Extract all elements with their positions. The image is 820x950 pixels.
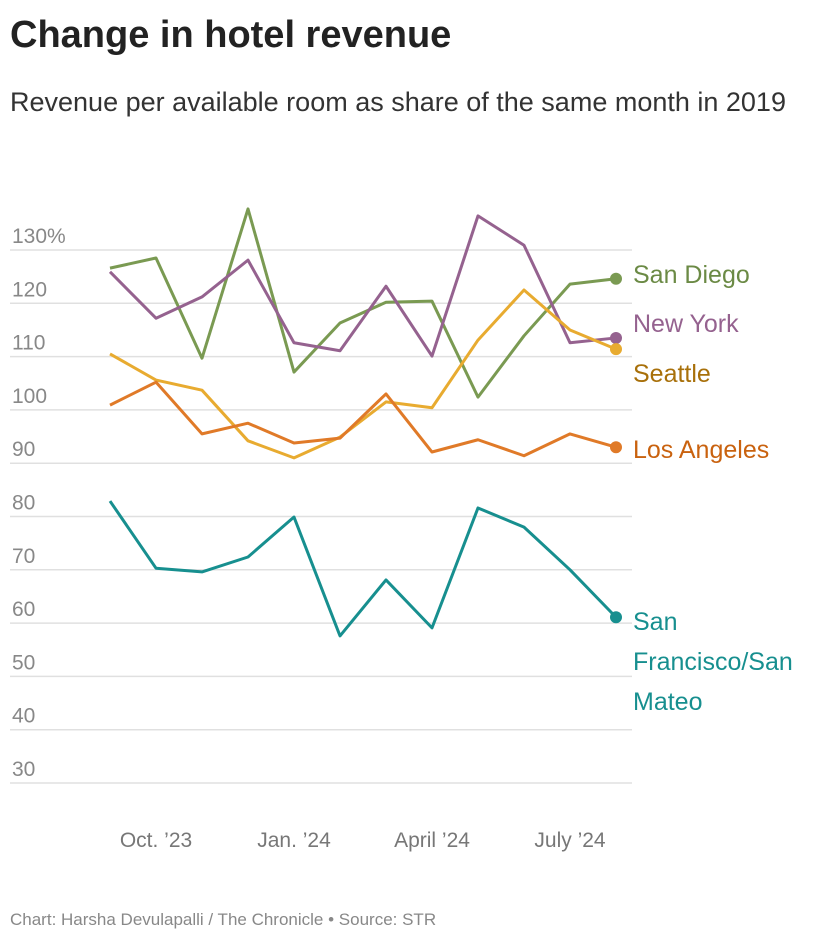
line-chart: 130% 120 110 100 90 80 70 60 50 40 30 Oct. ’23 Jan. …: [10, 207, 793, 852]
chart-subtitle: Revenue per available room as share of t…: [10, 87, 786, 117]
series-label: Los Angeles: [633, 436, 769, 464]
y-tick-label: 70: [12, 545, 35, 568]
y-tick-label: 120: [12, 278, 47, 301]
series-end-dot: [610, 272, 622, 285]
x-tick-label: Jan. ’24: [257, 829, 331, 852]
y-tick-label: 40: [12, 705, 35, 728]
y-tick-label: 100: [12, 385, 47, 408]
series-label: San: [633, 608, 677, 636]
series-end-dot: [610, 441, 622, 454]
series-label: San Diego: [633, 261, 750, 289]
series-end-dot: [610, 331, 622, 344]
y-tick-label: 60: [12, 598, 35, 621]
series-line: [109, 207, 617, 399]
y-tick-label: 80: [12, 492, 35, 515]
series-label: Francisco/San: [633, 648, 793, 676]
series-label: Mateo: [633, 688, 702, 716]
x-tick-label: April ’24: [394, 829, 470, 852]
y-tick-label: 30: [12, 758, 35, 781]
series-line: [108, 214, 617, 358]
series-label: Seattle: [633, 360, 711, 388]
series-end-dot: [610, 611, 622, 624]
y-tick-label: 130%: [12, 225, 66, 248]
series-end-dot: [610, 343, 622, 356]
chart-credit: Chart: Harsha Devulapalli / The Chronicl…: [10, 910, 437, 929]
x-tick-label: July ’24: [534, 829, 606, 852]
x-tick-label: Oct. ’23: [120, 829, 192, 852]
series-line: [109, 380, 617, 458]
y-tick-label: 50: [12, 651, 35, 674]
series-label: New York: [633, 310, 739, 338]
series-line: [109, 288, 617, 460]
chart-title: Change in hotel revenue: [10, 14, 452, 56]
y-tick-label: 90: [12, 438, 35, 461]
series-line: [108, 500, 618, 638]
y-tick-label: 110: [12, 332, 45, 355]
